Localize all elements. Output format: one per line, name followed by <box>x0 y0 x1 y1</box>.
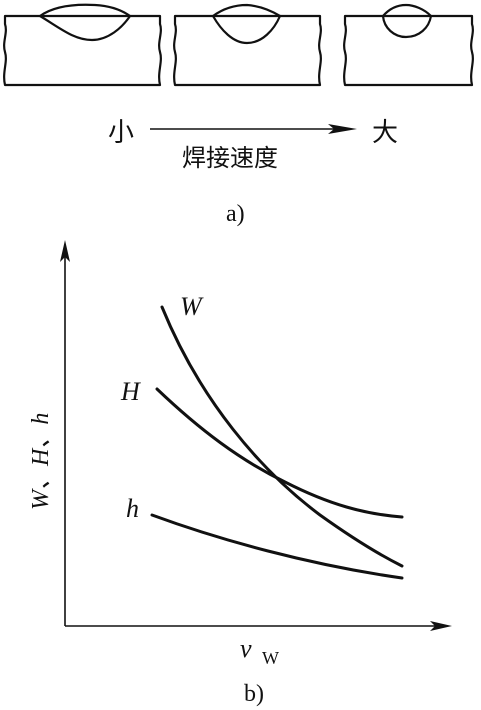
plate-outline-fast <box>343 14 474 87</box>
curve-h <box>150 513 404 580</box>
x-axis-arrowhead <box>430 621 452 631</box>
chart-b: W、H、h v W W H h <box>28 240 452 668</box>
caption-a: a) <box>226 201 245 227</box>
weld-bead-fast <box>381 3 433 39</box>
weld-bead-medium <box>211 3 282 45</box>
label-large: 大 <box>372 118 398 148</box>
curve-label-W: W <box>180 292 204 321</box>
plate-outline-slow <box>3 14 162 87</box>
plate-outline-medium <box>173 14 322 87</box>
weld-section-fast <box>343 3 474 87</box>
weld-section-medium <box>173 3 322 87</box>
speed-axis-label: 焊接速度 <box>182 144 278 172</box>
weld-section-slow <box>3 3 162 87</box>
weld-cross-sections <box>3 3 474 87</box>
label-small: 小 <box>108 118 134 148</box>
curve-H <box>155 387 404 519</box>
y-axis-label: W、H、h <box>28 413 54 510</box>
curve-W <box>160 305 404 568</box>
curve-label-h: h <box>126 494 139 523</box>
x-axis-label-sub: W <box>262 648 279 668</box>
weld-bead-slow <box>38 3 132 42</box>
x-axis-label-main: v <box>240 634 252 663</box>
curve-label-H: H <box>120 377 141 406</box>
caption-b: b) <box>244 681 264 707</box>
speed-direction: 小 大 焊接速度 <box>108 118 398 172</box>
speed-arrow-head <box>328 124 357 134</box>
x-axis-label: v W <box>240 634 279 668</box>
y-axis-arrowhead <box>60 240 70 262</box>
curves <box>150 305 404 580</box>
